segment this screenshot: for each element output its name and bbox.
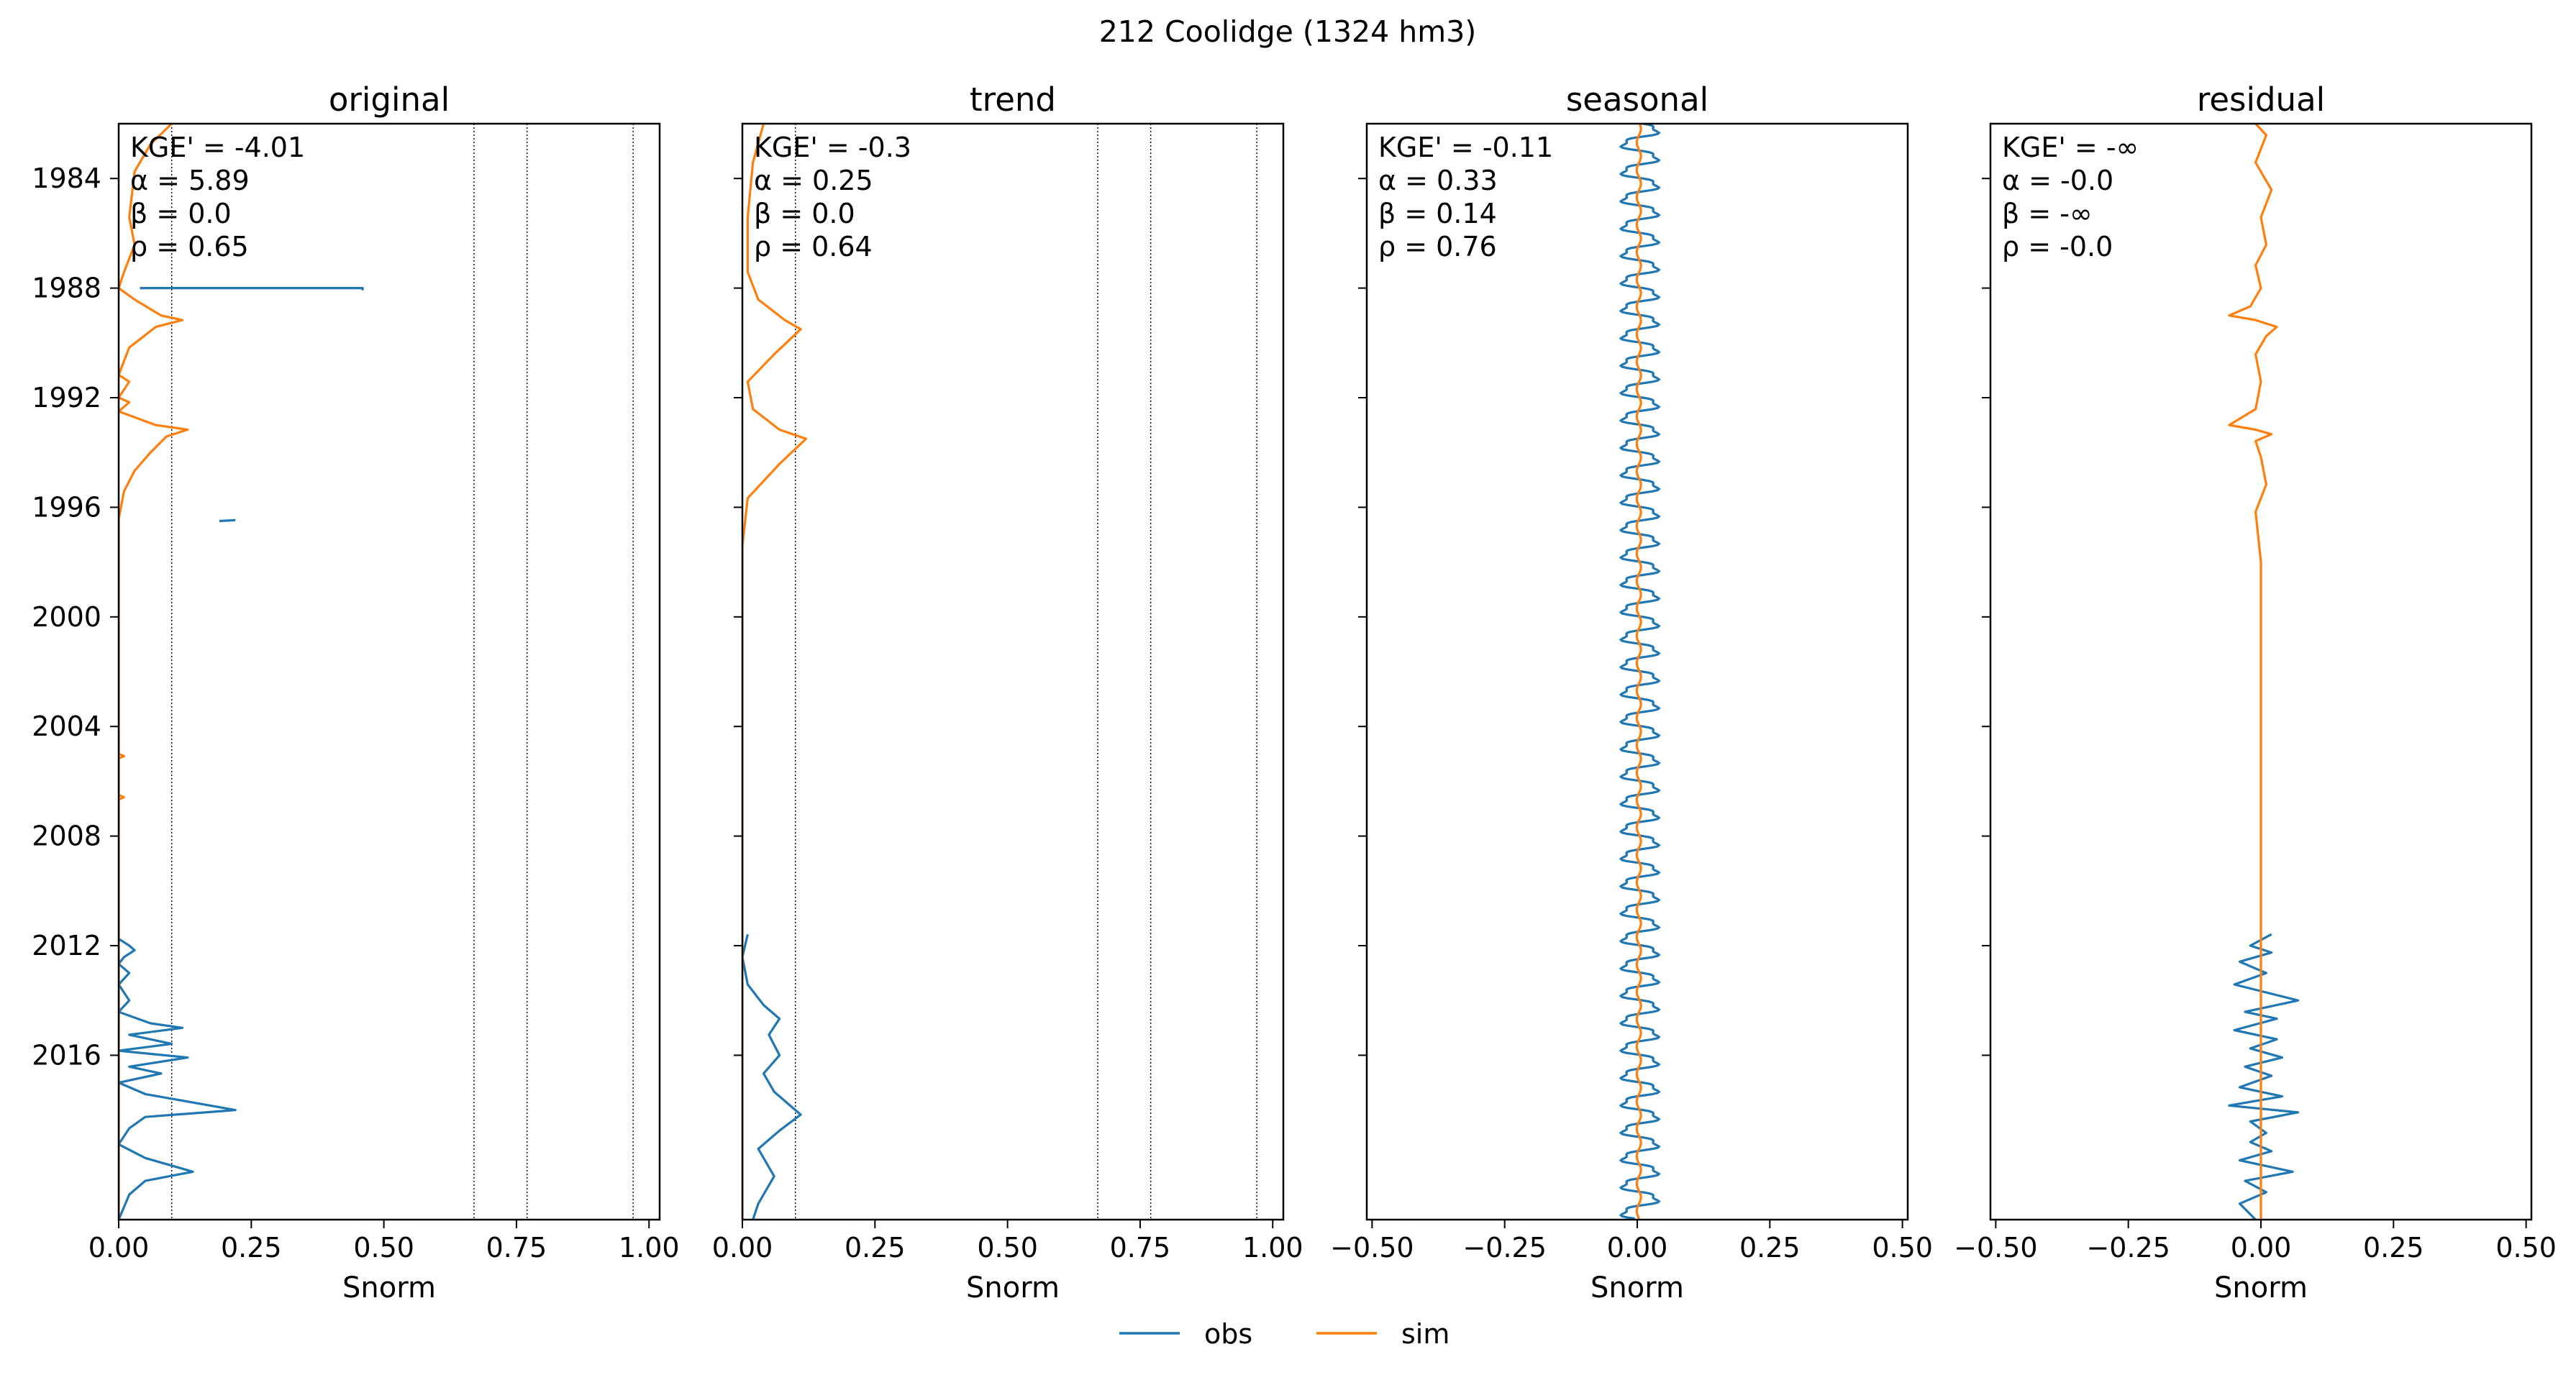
stats-line: ρ = 0.76 <box>1378 231 1497 262</box>
x-tick-label: 1.00 <box>619 1232 680 1264</box>
stats-line: α = 5.89 <box>130 165 250 196</box>
x-tick-label: −0.25 <box>2086 1232 2170 1264</box>
plot-area <box>1619 124 1661 1220</box>
stats-line: β = 0.0 <box>130 198 232 229</box>
y-tick-label: 1992 <box>32 382 101 413</box>
stats-line: ρ = 0.64 <box>754 231 873 262</box>
x-tick-label: 0.25 <box>221 1232 282 1264</box>
stats-line: KGE' = -∞ <box>2002 132 2139 163</box>
y-tick-label: 1984 <box>32 163 101 194</box>
subplot-title: seasonal <box>1566 81 1708 119</box>
stats-line: β = 0.14 <box>1378 198 1497 229</box>
axes-frame <box>741 122 1285 1221</box>
subplot-seasonal: seasonal −0.50 −0.25 0.00 0.25 0.50 Snorm KGE' … <box>1330 81 1933 1304</box>
subplot-panels: original 0.00 0.25 0.50 0.75 1.00 1984 1988 1992… <box>32 81 2557 1304</box>
legend-sim-label: sim <box>1401 1318 1449 1350</box>
series-obs-line <box>2228 933 2300 1220</box>
x-axis-label: Snorm <box>1590 1271 1684 1304</box>
x-tick-label: 0.00 <box>2231 1232 2292 1264</box>
y-tick-label: 2008 <box>32 821 101 852</box>
legend: obs sim <box>1119 1318 1449 1350</box>
x-tick-label: 0.50 <box>353 1232 414 1264</box>
y-tick-label: 2000 <box>32 601 101 633</box>
x-tick-label: 0.50 <box>2495 1232 2557 1264</box>
subplot-title: original <box>329 81 450 119</box>
x-tick-label: −0.25 <box>1462 1232 1546 1264</box>
plot-area <box>742 124 1257 1220</box>
series-obs-line <box>742 933 802 1220</box>
series-sim-line <box>119 124 189 1220</box>
x-tick-label: 0.00 <box>712 1232 773 1264</box>
x-tick-label: 0.00 <box>1607 1232 1668 1264</box>
stats-line: ρ = 0.65 <box>130 231 249 262</box>
stats-line: β = 0.0 <box>754 198 855 229</box>
figure-suptitle: 212 Coolidge (1324 hm3) <box>1099 14 1477 49</box>
x-tick-label: −0.50 <box>1954 1232 2037 1264</box>
x-tick-label: 0.50 <box>977 1232 1038 1264</box>
y-tick-label: 2016 <box>32 1039 101 1071</box>
stats-line: α = 0.33 <box>1378 165 1498 196</box>
series-sim-line <box>1635 124 1642 1220</box>
plot-area <box>2228 124 2300 1220</box>
x-tick-label: 0.75 <box>1110 1232 1171 1264</box>
stats-line: KGE' = -0.3 <box>754 132 911 163</box>
x-tick-label: 0.75 <box>486 1232 547 1264</box>
y-tick-label: 2004 <box>32 710 101 742</box>
x-axis-label: Snorm <box>966 1271 1060 1304</box>
series-sim-line <box>742 124 808 1220</box>
series-obs-line <box>140 287 364 291</box>
stats-line: ρ = -0.0 <box>2002 231 2113 262</box>
stats-line: α = 0.25 <box>754 165 873 196</box>
x-tick-label: 1.00 <box>1242 1232 1303 1264</box>
x-tick-label: 0.25 <box>845 1232 906 1264</box>
x-tick-label: 0.25 <box>2363 1232 2424 1264</box>
axes-frame <box>117 122 661 1221</box>
x-tick-label: 0.25 <box>1739 1232 1801 1264</box>
subplot-title: trend <box>970 81 1056 119</box>
x-tick-label: 0.00 <box>88 1232 150 1264</box>
y-tick-label: 1996 <box>32 491 101 523</box>
stats-line: KGE' = -0.11 <box>1378 132 1553 163</box>
series-obs-line <box>119 938 237 1220</box>
stats-line: KGE' = -4.01 <box>130 132 305 163</box>
stats-line: α = -0.0 <box>2002 165 2113 196</box>
x-tick-label: −0.50 <box>1330 1232 1414 1264</box>
series-sim-line <box>2228 124 2278 1220</box>
y-tick-label: 1988 <box>32 273 101 304</box>
series-obs-line <box>219 518 236 523</box>
plot-area <box>119 124 634 1220</box>
y-tick-label: 2012 <box>32 930 101 961</box>
x-tick-label: 0.50 <box>1872 1232 1933 1264</box>
subplot-original: original 0.00 0.25 0.50 0.75 1.00 1984 1988 1992… <box>32 81 679 1304</box>
stats-line: β = -∞ <box>2002 198 2093 229</box>
legend-obs-label: obs <box>1204 1318 1252 1350</box>
x-axis-label: Snorm <box>342 1271 436 1304</box>
subplot-title: residual <box>2197 81 2325 119</box>
x-axis-label: Snorm <box>2214 1271 2308 1304</box>
subplot-residual: residual −0.50 −0.25 0.00 0.25 0.50 Snorm KGE' … <box>1954 81 2557 1304</box>
subplot-trend: trend 0.00 0.25 0.50 0.75 1.00 Snorm KGE' = -0.… <box>712 81 1303 1304</box>
